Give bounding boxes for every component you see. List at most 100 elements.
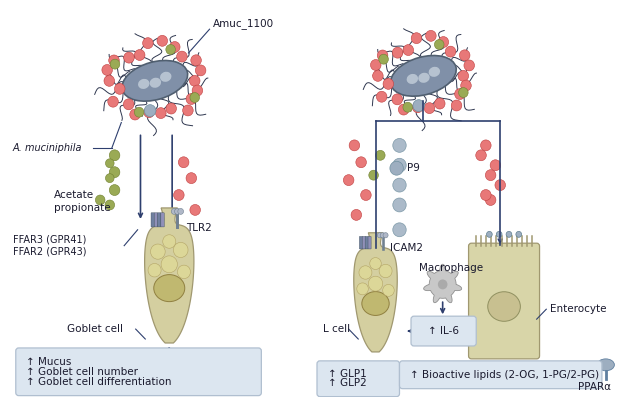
Polygon shape: [354, 233, 397, 352]
Ellipse shape: [390, 56, 456, 96]
Circle shape: [372, 70, 383, 81]
Circle shape: [344, 175, 354, 185]
Ellipse shape: [154, 275, 185, 302]
Circle shape: [359, 266, 372, 279]
Circle shape: [357, 283, 368, 295]
Circle shape: [110, 59, 120, 69]
Circle shape: [134, 50, 145, 60]
Ellipse shape: [160, 72, 172, 82]
Text: propionate: propionate: [54, 203, 111, 213]
Circle shape: [124, 99, 134, 110]
Circle shape: [356, 157, 366, 168]
Circle shape: [104, 75, 115, 86]
Ellipse shape: [597, 359, 614, 371]
Circle shape: [190, 205, 200, 215]
Text: ↑ IL-6: ↑ IL-6: [428, 326, 459, 336]
Circle shape: [516, 231, 522, 237]
Circle shape: [393, 158, 406, 172]
Circle shape: [383, 233, 388, 238]
FancyBboxPatch shape: [317, 361, 399, 397]
Ellipse shape: [150, 78, 161, 88]
Circle shape: [144, 107, 154, 118]
Circle shape: [173, 189, 184, 201]
Circle shape: [383, 78, 394, 89]
Circle shape: [172, 209, 177, 215]
Circle shape: [451, 100, 462, 111]
Circle shape: [189, 75, 200, 86]
Circle shape: [379, 264, 392, 278]
Circle shape: [464, 60, 474, 71]
Circle shape: [486, 231, 492, 237]
Circle shape: [371, 60, 381, 70]
Circle shape: [378, 233, 382, 238]
Circle shape: [109, 150, 120, 161]
Circle shape: [438, 279, 447, 289]
Text: A. muciniphila: A. muciniphila: [13, 143, 83, 153]
Circle shape: [412, 102, 423, 113]
Circle shape: [413, 100, 424, 111]
Circle shape: [495, 179, 506, 191]
Circle shape: [166, 45, 175, 55]
Circle shape: [170, 41, 180, 53]
Circle shape: [192, 85, 203, 96]
FancyBboxPatch shape: [368, 236, 371, 249]
Ellipse shape: [362, 292, 389, 316]
Circle shape: [412, 33, 422, 44]
Circle shape: [106, 159, 114, 168]
FancyBboxPatch shape: [365, 236, 368, 249]
Text: ICAM2: ICAM2: [390, 243, 423, 253]
FancyBboxPatch shape: [362, 236, 365, 249]
Ellipse shape: [122, 60, 188, 101]
Circle shape: [403, 45, 413, 55]
Circle shape: [109, 185, 120, 195]
Circle shape: [186, 94, 196, 104]
FancyBboxPatch shape: [161, 213, 164, 227]
Text: ↑ GLP2: ↑ GLP2: [328, 378, 366, 388]
Circle shape: [481, 189, 491, 201]
Circle shape: [177, 265, 191, 279]
Polygon shape: [424, 264, 461, 303]
Circle shape: [496, 231, 502, 237]
Text: Amuc_1100: Amuc_1100: [212, 18, 273, 29]
Text: Acetate: Acetate: [54, 190, 94, 200]
Circle shape: [143, 38, 153, 49]
Circle shape: [157, 35, 168, 46]
Circle shape: [370, 258, 381, 269]
Circle shape: [102, 64, 113, 75]
Text: ↑ GLP1: ↑ GLP1: [328, 369, 366, 379]
Circle shape: [380, 233, 385, 238]
Circle shape: [95, 195, 105, 205]
Circle shape: [378, 50, 388, 61]
FancyBboxPatch shape: [151, 213, 154, 227]
Circle shape: [186, 173, 196, 183]
Circle shape: [393, 198, 406, 212]
Text: TLR2: TLR2: [186, 223, 212, 233]
FancyBboxPatch shape: [157, 213, 161, 227]
Circle shape: [190, 93, 200, 102]
Circle shape: [156, 107, 166, 119]
Circle shape: [376, 91, 387, 102]
Circle shape: [349, 140, 360, 151]
Circle shape: [398, 104, 409, 115]
Circle shape: [490, 160, 500, 171]
Circle shape: [178, 209, 184, 215]
Circle shape: [379, 54, 388, 64]
Circle shape: [369, 170, 378, 180]
Ellipse shape: [488, 292, 520, 321]
Circle shape: [460, 50, 470, 61]
Circle shape: [435, 98, 445, 109]
Polygon shape: [145, 208, 194, 343]
Circle shape: [115, 83, 125, 94]
Circle shape: [390, 161, 403, 175]
Circle shape: [376, 150, 385, 160]
Text: L cell: L cell: [323, 324, 350, 334]
Circle shape: [458, 88, 468, 98]
Circle shape: [134, 107, 144, 117]
Text: FFAR2 (GPR43): FFAR2 (GPR43): [13, 247, 86, 257]
Circle shape: [109, 167, 120, 178]
FancyBboxPatch shape: [360, 236, 362, 249]
Text: ↑ Goblet cell differentiation: ↑ Goblet cell differentiation: [26, 377, 172, 387]
FancyBboxPatch shape: [399, 361, 602, 389]
Circle shape: [435, 39, 444, 49]
Circle shape: [145, 105, 156, 117]
